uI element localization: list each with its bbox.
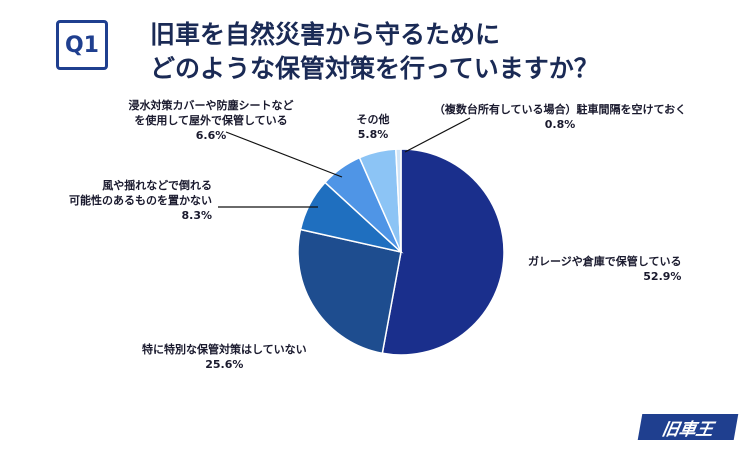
slice-label-spacing: （複数台所有している場合）駐車間隔を空けておく 0.8% — [410, 102, 710, 132]
slice-value-other: 5.8% — [357, 128, 389, 141]
leader-line-outdoor — [225, 131, 343, 178]
slice-label-spacing-text: （複数台所有している場合）駐車間隔を空けておく — [433, 103, 687, 116]
title-line-1: 旧車を自然災害から守るために — [150, 20, 501, 49]
slice-label-outdoor-line1: 浸水対策カバーや防塵シートなど — [128, 99, 294, 112]
slice-label-nofall-line2: 可能性のあるものを置かない — [69, 194, 212, 207]
slice-value-garage: 52.9% — [643, 270, 682, 283]
slice-label-outdoor-line2: を使用して屋外で保管している — [134, 114, 288, 127]
slice-label-outdoor: 浸水対策カバーや防塵シートなど を使用して屋外で保管している 6.6% — [108, 98, 314, 143]
slice-label-nofall-line1: 風や揺れなどで倒れる — [102, 179, 212, 192]
question-badge: Q1 — [56, 20, 108, 70]
slice-value-outdoor: 6.6% — [195, 129, 227, 142]
brand-logo: 旧車王 — [637, 414, 739, 440]
page-title: 旧車を自然災害から守るために どのような保管対策を行っていますか？ — [150, 18, 599, 86]
slice-value-none: 25.6% — [205, 358, 244, 371]
slice-value-spacing: 0.8% — [544, 118, 576, 131]
slice-label-garage-text: ガレージや倉庫で保管している — [528, 255, 682, 268]
slice-label-other-text: その他 — [356, 113, 390, 126]
slice-label-other: その他 5.8% — [350, 112, 396, 142]
pie-slice-spacing — [395, 148, 402, 253]
slice-label-none: 特に特別な保管対策はしていない 25.6% — [142, 342, 307, 372]
title-line-2: どのような保管対策を行っていますか？ — [150, 54, 599, 83]
slice-label-garage: ガレージや倉庫で保管している 52.9% — [528, 254, 681, 284]
slice-value-nofall: 8.3% — [181, 209, 212, 222]
pie-slice-none — [297, 228, 402, 355]
pie-slice-garage — [381, 148, 505, 356]
slice-label-none-text: 特に特別な保管対策はしていない — [142, 343, 307, 356]
slice-label-nofall: 風や揺れなどで倒れる 可能性のあるものを置かない 8.3% — [46, 178, 212, 223]
leader-line-spacing — [404, 117, 471, 153]
